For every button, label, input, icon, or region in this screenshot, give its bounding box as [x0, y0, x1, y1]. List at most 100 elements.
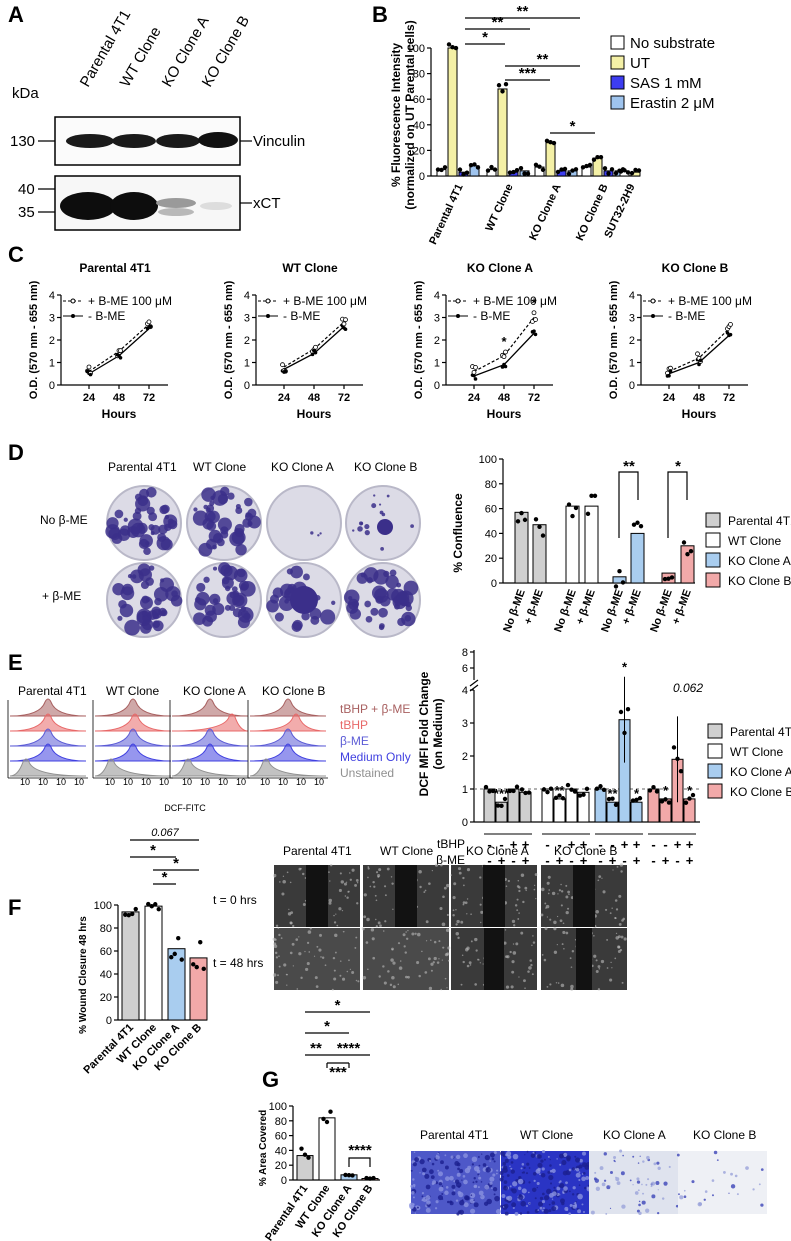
- cell-speck: [341, 909, 344, 912]
- cell-speck: [471, 1163, 475, 1166]
- y-tick-label: 0: [491, 578, 497, 590]
- cell-speck: [419, 885, 422, 889]
- cell-speck: [540, 1159, 544, 1163]
- cell-speck: [455, 1154, 461, 1160]
- cell-speck: [447, 959, 450, 962]
- cell-speck: [477, 1173, 480, 1176]
- data-point: [487, 789, 492, 794]
- sig-bracket-label: *: [324, 1018, 330, 1035]
- data-point: [555, 169, 561, 175]
- legend-swatch: [610, 35, 625, 50]
- cell-speck: [273, 944, 278, 949]
- cell-speck: [539, 1173, 541, 1176]
- subplot-ylabel: O.D. (570 nm - 655 nm): [413, 280, 425, 399]
- x-tick-label: 24: [663, 392, 676, 404]
- cell-speck: [437, 1169, 440, 1172]
- cell-speck: [615, 1176, 617, 1179]
- hist-tick-label: 10: [278, 777, 288, 787]
- sign-bme: +: [609, 853, 617, 868]
- data-point: [584, 786, 590, 792]
- bar: [647, 788, 660, 823]
- plate-col-label: KO Clone B: [354, 460, 417, 474]
- invasion-col-label: Parental 4T1: [420, 1128, 489, 1142]
- cell-speck: [466, 964, 470, 968]
- x-tick-label: No β-ME: [552, 588, 579, 634]
- colony: [232, 590, 239, 597]
- cell-speck: [346, 970, 349, 973]
- sign-bme: +: [633, 853, 641, 868]
- subplot-xlabel: Hours: [487, 407, 522, 421]
- y-tick-label: 1: [629, 358, 635, 370]
- data-point: [485, 168, 491, 173]
- axis-break: [469, 679, 479, 687]
- cell-speck: [355, 879, 359, 882]
- cell-speck: [495, 1172, 498, 1175]
- cell-speck: [521, 1188, 527, 1194]
- data-point: [625, 707, 631, 712]
- cell-speck: [571, 1193, 575, 1196]
- cell-speck: [484, 1184, 490, 1190]
- cell-speck: [444, 1176, 450, 1182]
- cell-speck: [342, 930, 345, 933]
- data-point: [728, 332, 733, 337]
- panel-g-ylabel: % Area Covered: [258, 1110, 269, 1186]
- hist-curve: [171, 698, 249, 717]
- cell-speck: [752, 1188, 755, 1191]
- cell-speck: [575, 1157, 581, 1163]
- colony: [148, 512, 158, 522]
- hist-legend: tBHP + β-ME tBHP β-ME Medium Only Unstai…: [340, 702, 411, 780]
- data-point: [118, 355, 123, 360]
- cell-speck: [613, 1159, 616, 1162]
- cell-speck: [367, 867, 370, 870]
- panel-a-label: A: [8, 2, 24, 27]
- sign-tbhp: -: [487, 837, 491, 852]
- cell-speck: [516, 898, 519, 901]
- hist-col-label: KO Clone B: [262, 684, 325, 698]
- data-point: [453, 45, 459, 51]
- data-point: [518, 165, 524, 171]
- cell-speck: [461, 1179, 463, 1181]
- cell-speck: [478, 1164, 481, 1167]
- cell-speck: [730, 1172, 733, 1176]
- data-point: [666, 576, 671, 581]
- panel-e-legend: Parental 4T1 WT Clone KO Clone A KO Clon…: [707, 723, 791, 799]
- cell-speck: [641, 1183, 643, 1186]
- x-tick-label: 72: [143, 392, 155, 404]
- cell-speck: [711, 1179, 715, 1182]
- cell-speck: [414, 932, 417, 935]
- cell-speck: [530, 1153, 536, 1158]
- hist-tick-label: 10: [200, 777, 210, 787]
- sign-bme: +: [580, 853, 588, 868]
- colony: [212, 544, 217, 550]
- data-point: [683, 800, 689, 805]
- cell-speck: [421, 1191, 425, 1195]
- cell-speck: [412, 1203, 415, 1206]
- cell-speck: [523, 979, 526, 983]
- hist-curve: [94, 758, 172, 777]
- data-point: [548, 786, 554, 791]
- cell-speck: [506, 1174, 510, 1177]
- cell-speck: [629, 1179, 632, 1182]
- cell-speck: [402, 933, 406, 937]
- colony: [235, 507, 243, 514]
- y-tick-label: 3: [244, 313, 250, 325]
- colony: [244, 497, 253, 507]
- colony: [377, 519, 393, 535]
- colony: [247, 515, 261, 529]
- cell-speck: [377, 874, 381, 878]
- cell-speck: [518, 1194, 524, 1200]
- cell-speck: [384, 894, 387, 897]
- data-point: [468, 163, 474, 168]
- cell-speck: [585, 1176, 590, 1180]
- sign-bme: +: [686, 853, 694, 868]
- cell-speck: [528, 966, 532, 970]
- cell-speck: [502, 1165, 508, 1170]
- cell-speck: [421, 1195, 424, 1198]
- cell-speck: [678, 1193, 680, 1196]
- cell-speck: [412, 1183, 416, 1187]
- cell-speck: [496, 1169, 499, 1172]
- bar: [545, 142, 556, 177]
- subplot-ylabel: O.D. (570 nm - 655 nm): [223, 280, 235, 399]
- sig-bracket-label: **: [517, 3, 529, 20]
- data-point: [126, 912, 131, 918]
